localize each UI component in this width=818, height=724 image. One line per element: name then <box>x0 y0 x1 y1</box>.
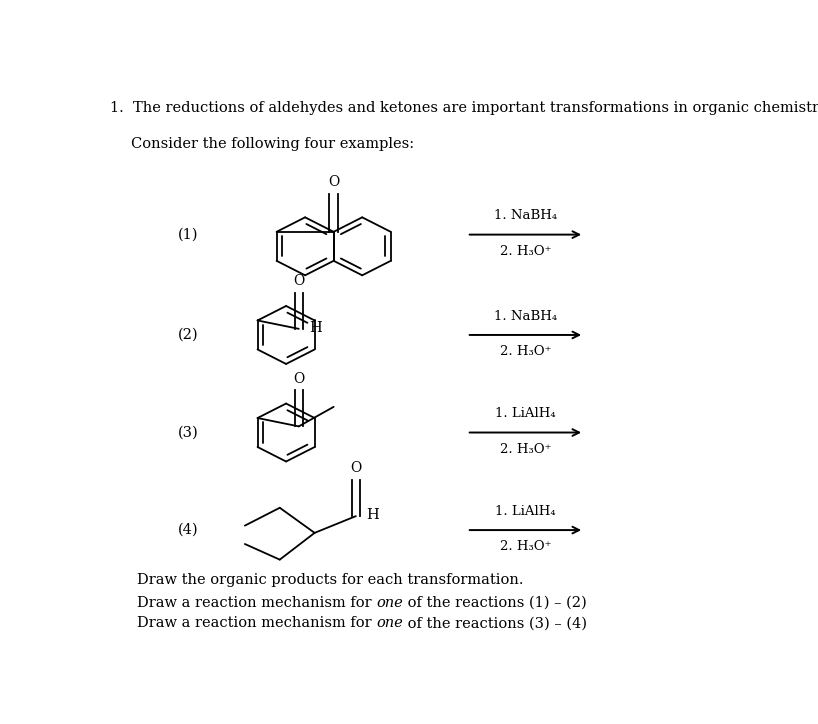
Text: one: one <box>376 616 403 630</box>
Text: of the reactions (1) – (2): of the reactions (1) – (2) <box>403 596 587 610</box>
Text: (4): (4) <box>178 523 198 537</box>
Text: Consider the following four examples:: Consider the following four examples: <box>131 137 414 151</box>
Text: 2. H₃O⁺: 2. H₃O⁺ <box>500 245 551 258</box>
Text: of the reactions (3) – (4): of the reactions (3) – (4) <box>403 616 587 630</box>
Text: Draw a reaction mechanism for: Draw a reaction mechanism for <box>137 616 376 630</box>
Text: one: one <box>376 596 403 610</box>
Text: 2. H₃O⁺: 2. H₃O⁺ <box>500 345 551 358</box>
Text: O: O <box>293 371 304 386</box>
Text: (2): (2) <box>178 328 198 342</box>
Text: H: H <box>309 321 321 334</box>
Text: 2. H₃O⁺: 2. H₃O⁺ <box>500 540 551 553</box>
Text: (3): (3) <box>178 426 198 439</box>
Text: 1. NaBH₄: 1. NaBH₄ <box>494 209 557 222</box>
Text: 1. LiAlH₄: 1. LiAlH₄ <box>495 505 555 518</box>
Text: 1.  The reductions of aldehydes and ketones are important transformations in org: 1. The reductions of aldehydes and keton… <box>110 101 818 115</box>
Text: 1. LiAlH₄: 1. LiAlH₄ <box>495 408 555 420</box>
Text: O: O <box>328 175 339 190</box>
Text: O: O <box>350 461 362 476</box>
Text: (1): (1) <box>178 227 198 242</box>
Text: 1. NaBH₄: 1. NaBH₄ <box>494 310 557 323</box>
Text: Draw a reaction mechanism for: Draw a reaction mechanism for <box>137 596 376 610</box>
Text: O: O <box>293 274 304 288</box>
Text: 2. H₃O⁺: 2. H₃O⁺ <box>500 442 551 455</box>
Text: H: H <box>366 508 379 522</box>
Text: Draw the organic products for each transformation.: Draw the organic products for each trans… <box>137 573 524 587</box>
